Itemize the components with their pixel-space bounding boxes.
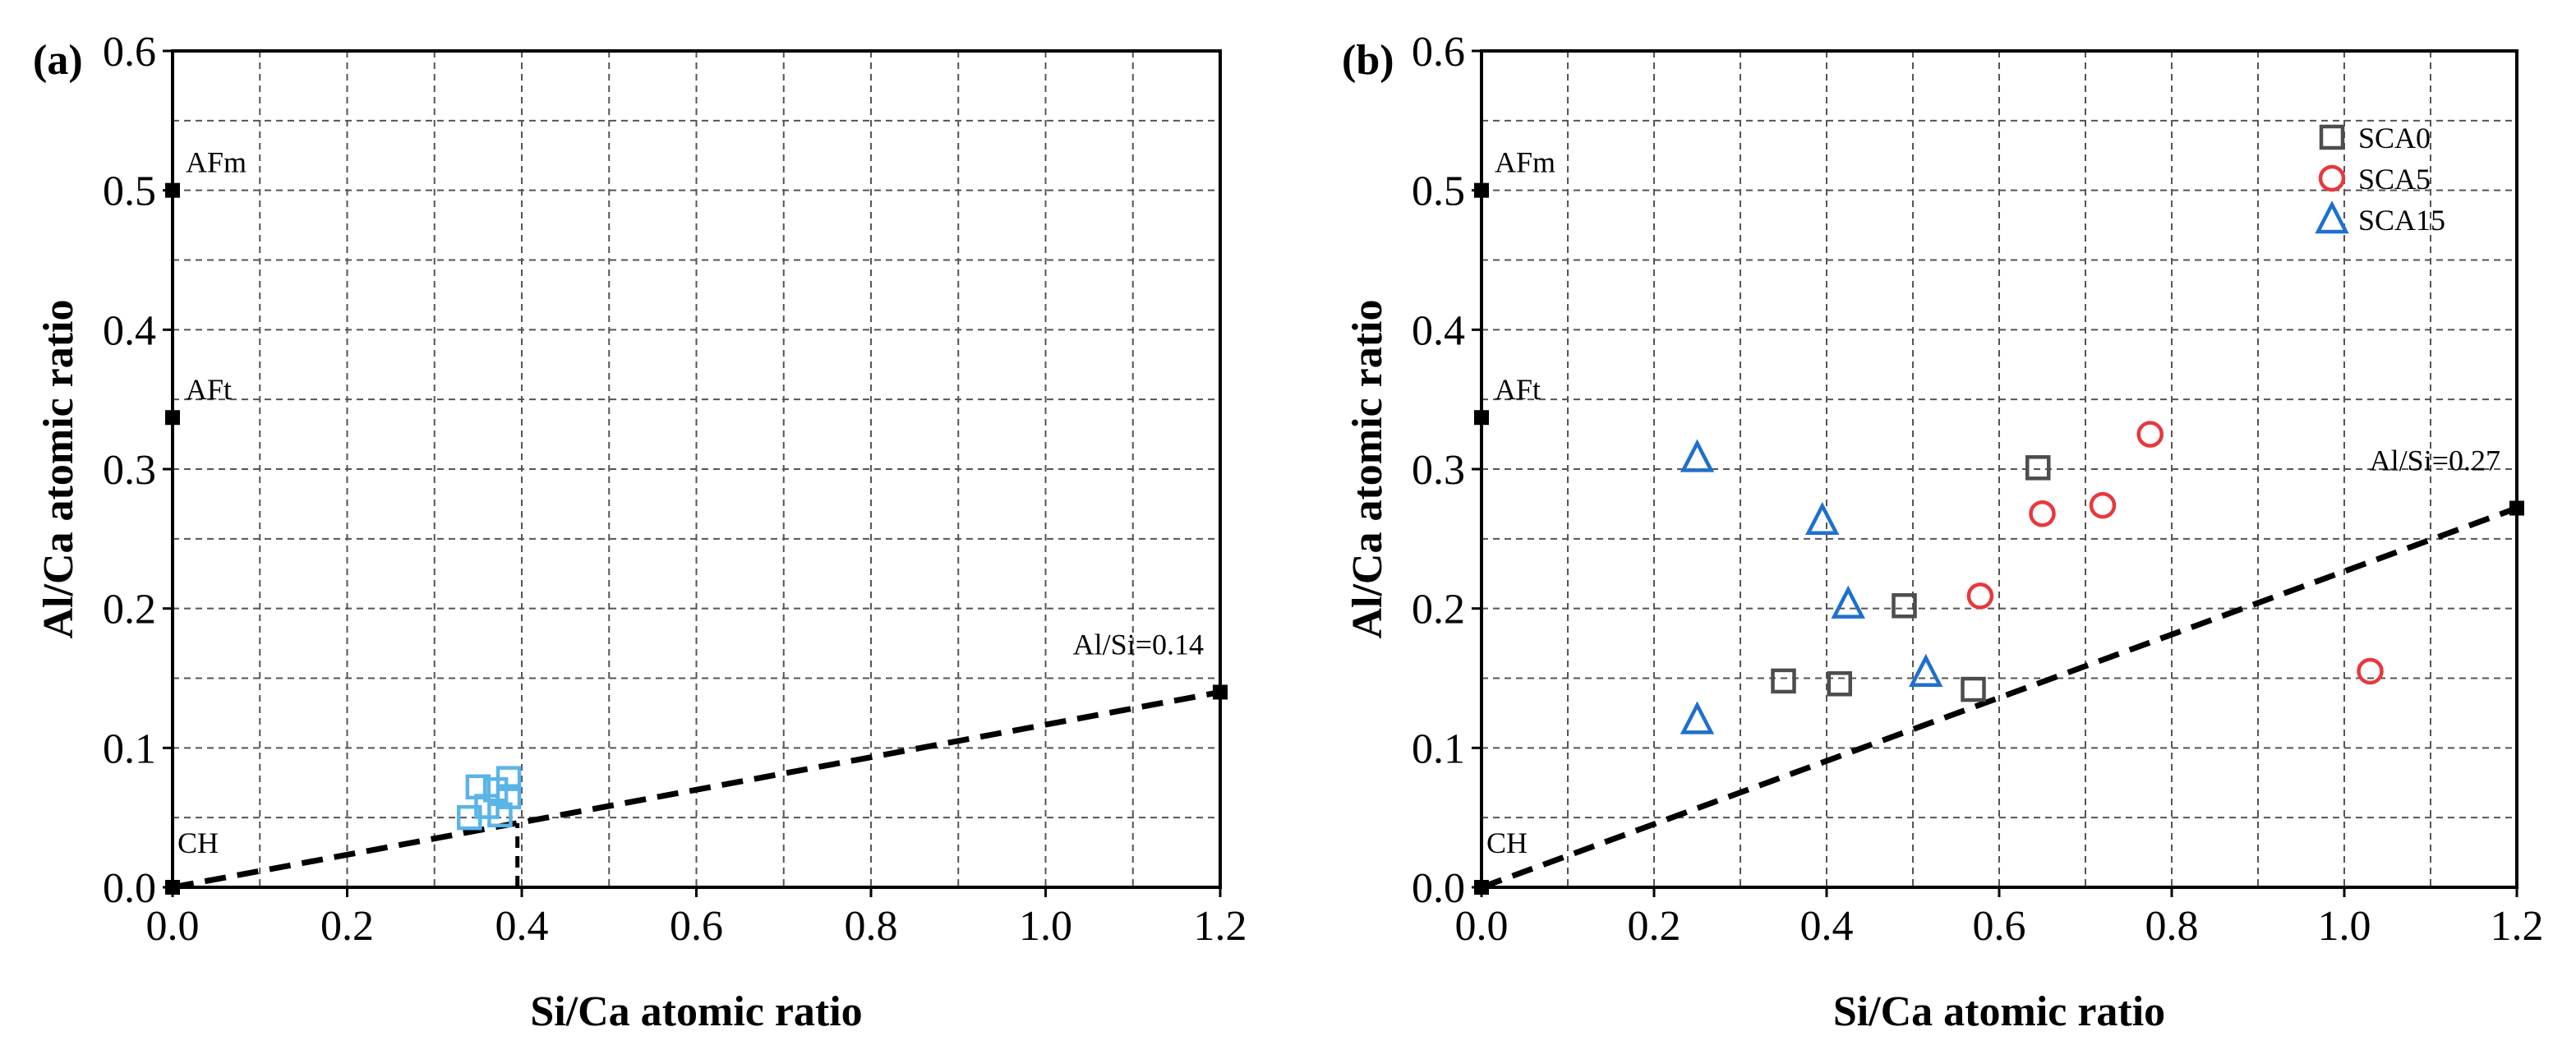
data-point: [1966, 582, 1994, 610]
data-point: [2029, 500, 2056, 527]
x-tick-label: 0.4: [1800, 903, 1854, 950]
data-point: [2136, 421, 2164, 448]
reference-point: [1474, 182, 1489, 198]
reference-point: [165, 410, 180, 426]
legend-marker: [2318, 164, 2346, 192]
reference-point-label: CH: [177, 826, 219, 859]
y-tick-label: 0.5: [103, 168, 156, 215]
legend-label: SCA5: [2358, 163, 2431, 196]
panel-label: (a): [33, 37, 83, 84]
y-axis-label: Al/Ca atomic ratio: [35, 299, 82, 638]
reference-point-label: AFt: [186, 373, 232, 406]
y-tick-label: 0.4: [1412, 307, 1465, 354]
x-tick-label: 0.2: [320, 903, 374, 950]
legend: SCA0 SCA5 SCA15: [2315, 122, 2445, 237]
reference-point-label: AFm: [1495, 146, 1555, 179]
reference-point: [1474, 410, 1489, 426]
chart-panel-b: 0.0 0.2 0.4 0.6 0.8 1.0 1.2 0.0 0.1 0.2 0.3 0.4 0.5 0…: [1342, 29, 2544, 1035]
series-sca0: [1771, 455, 2051, 702]
reference-line: [1480, 505, 2518, 891]
x-tick-label: 1.0: [2318, 903, 2371, 950]
x-tick-label: 0.8: [2145, 903, 2199, 950]
y-axis-label: Al/Ca atomic ratio: [1344, 299, 1391, 638]
data-point: [1680, 439, 1715, 472]
data-point: [2357, 657, 2384, 685]
data-point: [487, 802, 513, 828]
x-tick-label: 1.0: [1019, 903, 1072, 950]
data-point: [1771, 668, 1796, 694]
reference-point-label: Al/Si=0.27: [2370, 444, 2500, 477]
legend-marker: [2315, 200, 2349, 234]
data-point: [495, 766, 522, 791]
legend-label: SCA15: [2358, 204, 2445, 237]
reference-point: [165, 880, 180, 895]
reference-point-label: Al/Si=0.14: [1073, 628, 1204, 661]
data-point: [1680, 701, 1715, 734]
reference-point-label: AFm: [186, 146, 247, 179]
y-tick-label: 0.1: [1412, 725, 1465, 772]
reference-point: [1213, 684, 1228, 700]
y-tick-label: 0.3: [103, 447, 156, 494]
reference-point: [165, 182, 180, 198]
data-point: [2089, 491, 2117, 519]
y-tick-label: 0.0: [1412, 865, 1465, 912]
x-axis-label: Si/Ca atomic ratio: [1833, 988, 2165, 1035]
reference-point-label: AFt: [1495, 373, 1541, 406]
data-point: [1909, 653, 1943, 687]
data-point: [2025, 455, 2051, 481]
data-point: [465, 774, 491, 800]
series-sca15: [1680, 439, 1943, 734]
data-point: [1831, 585, 1865, 619]
reference-point: [1474, 880, 1489, 895]
x-axis-label: Si/Ca atomic ratio: [530, 988, 862, 1035]
data-point: [1827, 671, 1852, 697]
legend-label: SCA0: [2358, 122, 2431, 154]
reference-point-label: CH: [1486, 826, 1528, 859]
data-point: [495, 784, 522, 809]
chart-panel-a: 0.0 0.2 0.4 0.6 0.8 1.0 1.2 0.0 0.1 0.2 0.3 0.4 0.5 0…: [33, 29, 1247, 1035]
x-tick-label: 0.8: [845, 903, 898, 950]
data-point: [1892, 593, 1917, 619]
panel-label: (b): [1342, 37, 1394, 84]
series-points: [457, 766, 522, 831]
data-point: [1961, 676, 1986, 702]
y-tick-label: 0.4: [103, 307, 156, 354]
y-tick-label: 0.0: [103, 865, 156, 912]
data-point: [1805, 501, 1840, 536]
y-tick-label: 0.6: [103, 29, 156, 76]
y-tick-label: 0.2: [103, 587, 156, 633]
legend-marker: [2319, 124, 2345, 150]
y-tick-label: 0.3: [1412, 447, 1465, 494]
reference-line: [172, 689, 1221, 891]
y-tick-label: 0.1: [103, 725, 156, 772]
y-tick-label: 0.5: [1412, 168, 1465, 215]
y-tick-label: 0.6: [1412, 29, 1465, 76]
x-tick-label: 0.2: [1628, 903, 1681, 950]
x-tick-label: 0.0: [146, 903, 200, 950]
y-tick-label: 0.2: [1412, 587, 1465, 633]
x-tick-label: 0.6: [670, 903, 723, 950]
x-tick-label: 0.0: [1455, 903, 1509, 950]
x-tick-label: 0.6: [1973, 903, 2026, 950]
x-tick-label: 0.4: [495, 903, 549, 950]
series-sca5: [1966, 421, 2384, 685]
x-tick-label: 1.2: [2491, 903, 2544, 950]
reference-point: [2509, 500, 2524, 516]
x-tick-label: 1.2: [1194, 903, 1247, 950]
